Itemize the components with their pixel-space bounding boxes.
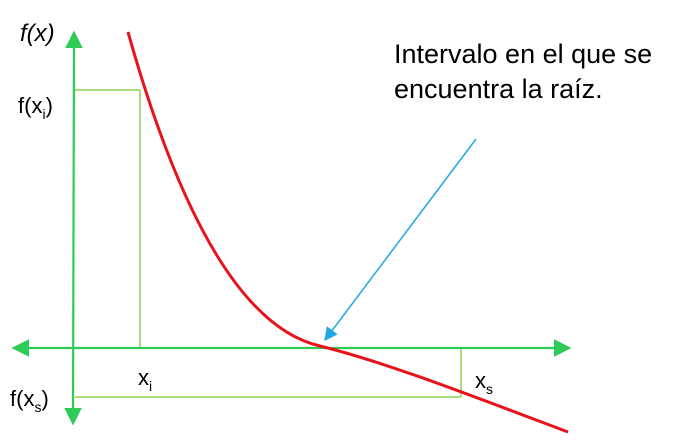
y-axis <box>64 30 83 426</box>
f-xi-label: f(xi) <box>18 93 53 122</box>
y-axis-label: f(x) <box>20 20 55 47</box>
xi-label: xi <box>138 365 152 394</box>
f-xs-label: f(xs) <box>10 386 49 415</box>
xs-label: xs <box>475 368 493 397</box>
function-curve <box>126 31 569 434</box>
annotation-line-2: encuentra la raíz. <box>394 74 603 104</box>
root-pointer-arrow <box>324 138 477 342</box>
annotation-line-1: Intervalo en el que se <box>394 39 652 69</box>
